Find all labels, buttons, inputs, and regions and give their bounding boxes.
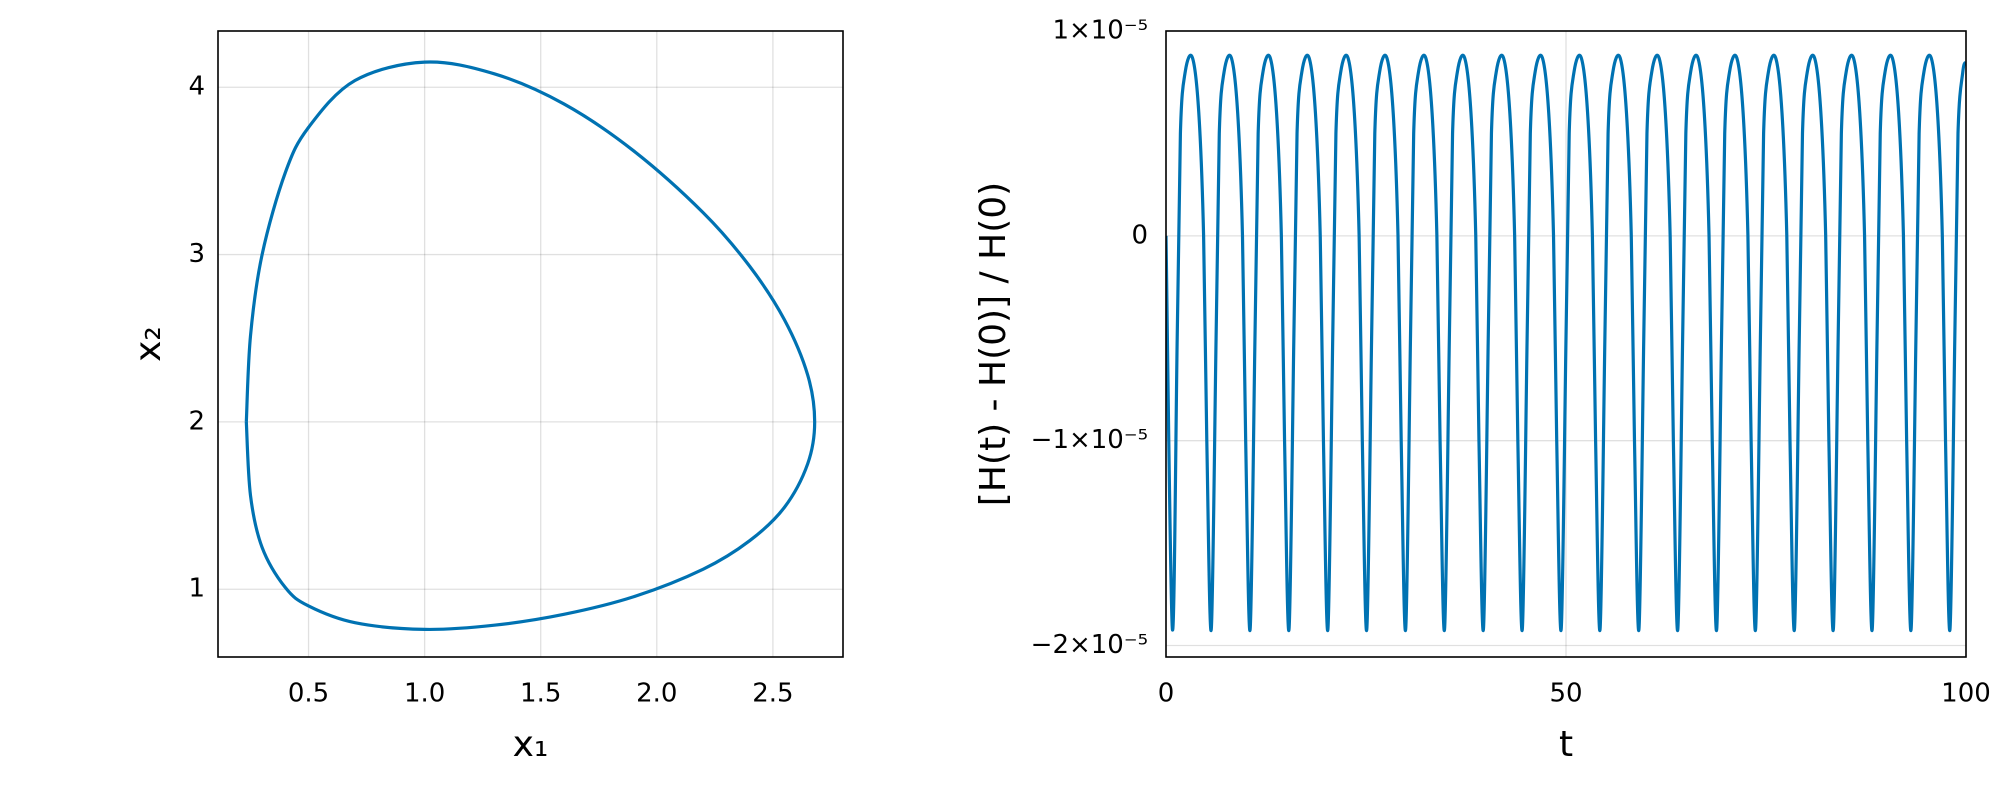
y-tick-label: 1 xyxy=(188,574,205,604)
x-tick-label: 0.5 xyxy=(288,679,329,709)
y-tick-label: 1×10⁻⁵ xyxy=(1052,16,1148,46)
y-tick-label: 3 xyxy=(188,239,205,269)
y-tick-label: −2×10⁻⁵ xyxy=(1031,630,1148,660)
data-line xyxy=(244,60,817,632)
plot-frame xyxy=(1165,30,1967,658)
y-tick-label: 2 xyxy=(188,406,205,436)
x-axis-label: x₁ xyxy=(513,724,549,765)
x-tick-label: 1.5 xyxy=(520,679,561,709)
y-axis-label: [H(t) - H(0)] / H(0) xyxy=(973,182,1014,506)
x-tick-label: 2.0 xyxy=(636,679,677,709)
y-tick-label: 4 xyxy=(188,72,205,102)
x-tick-label: 50 xyxy=(1549,679,1582,709)
x-axis-label: t xyxy=(1559,724,1573,765)
data-line xyxy=(1166,53,1966,633)
x-tick-label: 0 xyxy=(1158,679,1175,709)
x-tick-label: 2.5 xyxy=(752,679,793,709)
y-tick-label: 0 xyxy=(1131,220,1148,250)
plot-frame xyxy=(217,30,844,658)
y-axis-label: x₂ xyxy=(128,326,169,362)
x-tick-label: 100 xyxy=(1941,679,1991,709)
y-tick-label: −1×10⁻⁵ xyxy=(1031,425,1148,455)
x-tick-label: 1.0 xyxy=(404,679,445,709)
